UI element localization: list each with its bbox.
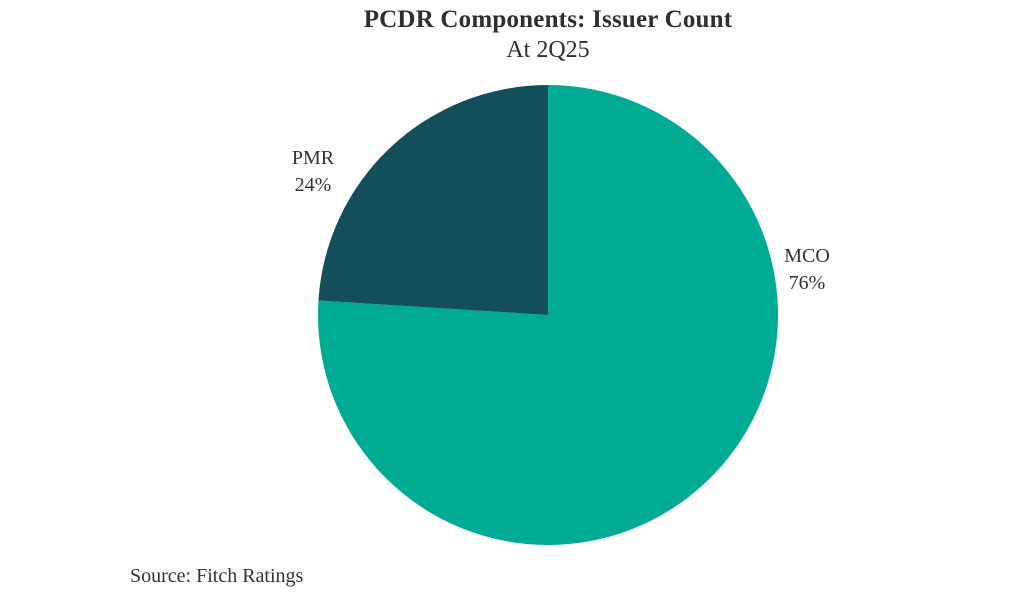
slice-label-mco: MCO 76% bbox=[784, 243, 830, 297]
slice-label-pmr: PMR 24% bbox=[292, 145, 334, 199]
slice-label-pmr-name: PMR bbox=[291, 147, 335, 169]
slice-label-pmr-percent: 24% bbox=[294, 174, 332, 196]
source-note: Source: Fitch Ratings bbox=[130, 565, 304, 587]
pie-slice-pmr bbox=[318, 84, 548, 315]
pie-slice-mco bbox=[317, 85, 778, 545]
chart-title: PCDR Components: Issuer Count bbox=[363, 6, 733, 33]
chart-header: PCDR Components: Issuer Count At 2Q25 bbox=[364, 4, 733, 65]
slice-label-mco-percent: 76% bbox=[788, 272, 826, 294]
slice-label-mco-name: MCO bbox=[784, 245, 830, 267]
chart-subtitle: At 2Q25 bbox=[506, 37, 590, 63]
